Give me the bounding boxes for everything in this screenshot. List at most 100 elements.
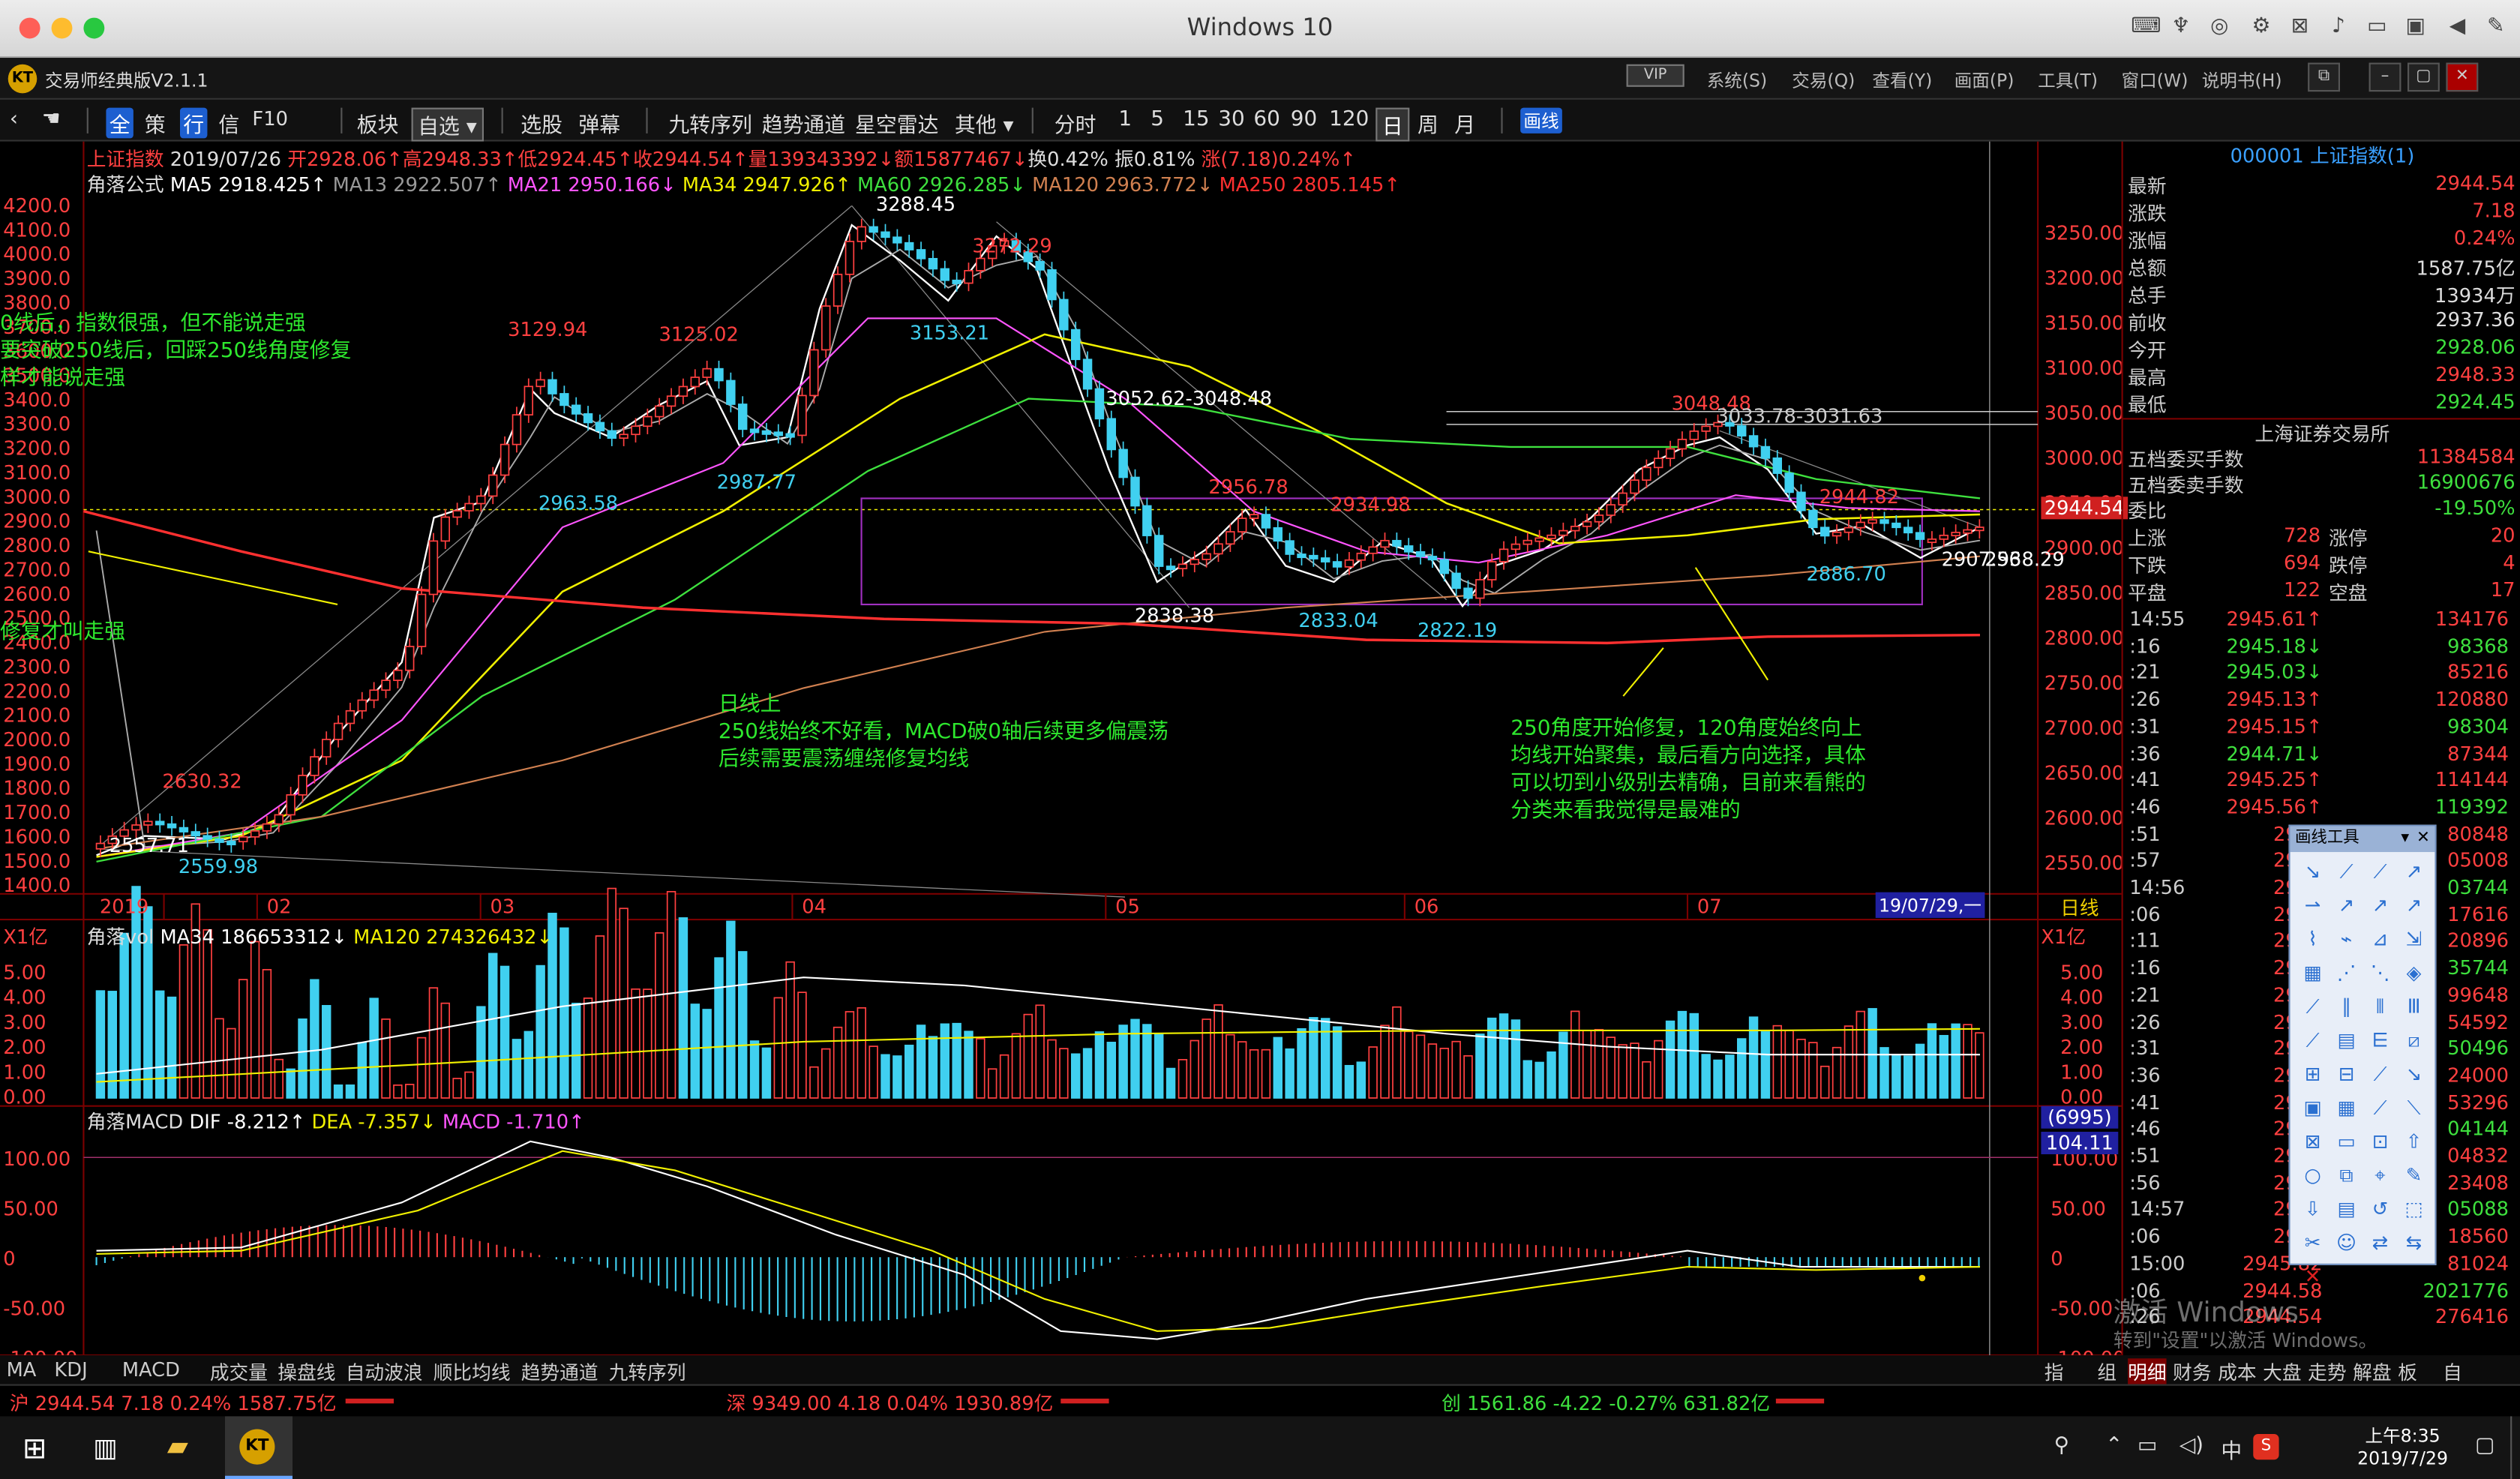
- minimize-traffic-light[interactable]: [51, 17, 73, 39]
- minimize-button[interactable]: –: [2368, 62, 2402, 92]
- period-120min[interactable]: 120: [1329, 107, 1370, 132]
- draw-tool-icon[interactable]: ↘: [2304, 860, 2321, 883]
- draw-tool-icon[interactable]: Ⅲ: [2407, 994, 2421, 1018]
- network-icon[interactable]: ⊠: [2290, 14, 2309, 39]
- draw-tool-icon[interactable]: ⌁: [2340, 927, 2353, 950]
- indicator-tab[interactable]: KDJ: [54, 1358, 88, 1382]
- draw-tool-icon[interactable]: ⇆: [2405, 1231, 2422, 1254]
- indicator-tab[interactable]: 成交量: [209, 1361, 268, 1384]
- tool-stock-pick[interactable]: 选股: [520, 114, 563, 139]
- tool-watchlist[interactable]: 自选 ▾: [411, 107, 484, 142]
- draw-tool-icon[interactable]: ⇀: [2304, 893, 2321, 916]
- draw-tool-icon[interactable]: ⊿: [2372, 927, 2389, 950]
- draw-tool-icon[interactable]: ⇩: [2304, 1197, 2321, 1220]
- draw-tool-icon[interactable]: ⧄: [2408, 1028, 2420, 1052]
- draw-tool-icon[interactable]: ⟋: [2373, 1096, 2387, 1119]
- tool-info[interactable]: 信: [218, 114, 240, 139]
- wrench-icon[interactable]: ✎: [2487, 14, 2505, 39]
- usb-icon[interactable]: ♆: [2171, 14, 2191, 39]
- draw-tool-icon[interactable]: ⌖: [2374, 1163, 2386, 1186]
- tool-strategy[interactable]: 策: [144, 114, 166, 139]
- draw-tool-icon[interactable]: ⇧: [2405, 1130, 2422, 1153]
- settings-icon[interactable]: ⚙: [2252, 14, 2271, 39]
- tray-chevron-icon[interactable]: ⌃: [2105, 1433, 2123, 1459]
- menu-tools[interactable]: 工具(T): [2038, 70, 2098, 92]
- disc-icon[interactable]: ◎: [2210, 14, 2229, 39]
- draw-tool-icon[interactable]: ⇲: [2405, 927, 2422, 950]
- draw-tool-icon[interactable]: ✂: [2304, 1231, 2321, 1254]
- indicator-tab[interactable]: 趋势通道: [520, 1361, 598, 1384]
- detail-tab[interactable]: 解盘: [2353, 1361, 2392, 1384]
- indicator-tab[interactable]: 九转序列: [608, 1361, 686, 1384]
- menu-view[interactable]: 查看(Y): [1872, 70, 1933, 92]
- draw-tool-icon[interactable]: ⧉: [2339, 1163, 2354, 1186]
- volume-icon[interactable]: ◁): [2179, 1433, 2204, 1459]
- period-day[interactable]: 日: [1376, 107, 1410, 142]
- draw-tool-icon[interactable]: ⋱: [2370, 961, 2390, 984]
- file-explorer-icon[interactable]: ▰: [166, 1430, 188, 1463]
- draw-tool-icon[interactable]: ⟋: [2306, 994, 2320, 1018]
- draw-tool-icon[interactable]: ⟋: [2373, 860, 2387, 883]
- notification-icon[interactable]: ▢: [2475, 1433, 2495, 1459]
- draw-tool-icon[interactable]: ↗: [2372, 893, 2389, 916]
- screen-icon[interactable]: ▣: [2405, 14, 2426, 39]
- back-icon[interactable]: ‹: [9, 107, 19, 132]
- maximize-button[interactable]: ▢: [2408, 62, 2440, 92]
- draw-tool-icon[interactable]: ✎: [2405, 1163, 2422, 1186]
- draw-tool-icon[interactable]: ↗: [2338, 893, 2355, 916]
- draw-tool-icon[interactable]: ⊠: [2304, 1130, 2321, 1153]
- tool-danmaku[interactable]: 弹幕: [578, 114, 621, 139]
- chart-area[interactable]: 4200.0 4100.0 4000.0 3900.0 3800.0 3700.0 3600…: [0, 141, 2128, 1383]
- tool-f10[interactable]: F10: [252, 107, 288, 130]
- detail-tab[interactable]: 成本: [2218, 1361, 2257, 1384]
- indicator-tab[interactable]: MACD: [122, 1358, 180, 1382]
- people-icon[interactable]: ⚲: [2054, 1433, 2069, 1459]
- folder-icon[interactable]: ▭: [2367, 14, 2387, 39]
- menu-system[interactable]: 系统(S): [1706, 70, 1768, 92]
- tool-star-radar[interactable]: 星空雷达: [855, 114, 939, 139]
- draw-tool-icon[interactable]: ↺: [2372, 1197, 2389, 1220]
- restore-small-icon[interactable]: ⧉: [2308, 62, 2340, 92]
- vip-badge[interactable]: VIP: [1626, 64, 1684, 87]
- draw-tool-icon[interactable]: ⟋: [2306, 1028, 2320, 1052]
- draw-tool-icon[interactable]: ⦀: [2375, 994, 2385, 1018]
- period-30min[interactable]: 30: [1218, 107, 1245, 132]
- task-view-icon[interactable]: ▥: [93, 1432, 118, 1463]
- close-button[interactable]: ✕: [2446, 62, 2479, 92]
- detail-tab[interactable]: 明细: [2128, 1358, 2167, 1386]
- draw-tool-icon[interactable]: ⋰: [2336, 961, 2356, 984]
- draw-tool-icon[interactable]: ↘: [2405, 1062, 2422, 1085]
- keyboard-icon[interactable]: ⌨: [2131, 14, 2162, 39]
- draw-tool-icon[interactable]: ⊞: [2304, 1062, 2321, 1085]
- menu-manual[interactable]: 说明书(H): [2201, 70, 2282, 92]
- draw-tool-icon[interactable]: ⊡: [2372, 1130, 2389, 1153]
- draw-tool-icon[interactable]: ⇄: [2372, 1231, 2389, 1254]
- draw-tool-icon[interactable]: ⟋: [2339, 860, 2354, 883]
- period-90min[interactable]: 90: [1290, 107, 1318, 132]
- tool-other[interactable]: 其他 ▾: [954, 114, 1014, 139]
- close-traffic-light[interactable]: [19, 17, 40, 39]
- taskbar-app-button[interactable]: KT: [225, 1416, 292, 1479]
- tool-nine-turn[interactable]: 九转序列: [668, 114, 752, 139]
- detail-tab[interactable]: 财务: [2173, 1361, 2212, 1384]
- period-intraday[interactable]: 分时: [1054, 114, 1096, 139]
- draw-tool-icon[interactable]: ⟍: [2407, 1096, 2421, 1119]
- draw-tool-icon[interactable]: ⌇: [2308, 927, 2318, 950]
- detail-tab[interactable]: 走势: [2308, 1361, 2347, 1384]
- indicator-tab[interactable]: 操盘线: [278, 1361, 336, 1384]
- hand-icon[interactable]: ☚: [41, 107, 61, 132]
- detail-tab[interactable]: 板: [2398, 1361, 2417, 1384]
- arrow-left-icon[interactable]: ◀: [2449, 14, 2466, 39]
- draw-tool-icon[interactable]: ◈: [2406, 961, 2422, 984]
- show-desktop-button[interactable]: [2510, 1416, 2520, 1479]
- indicator-tab[interactable]: MA: [6, 1358, 37, 1382]
- detail-tab[interactable]: 自: [2443, 1361, 2462, 1384]
- draw-tool-icon[interactable]: ⬚: [2404, 1197, 2423, 1220]
- menu-window[interactable]: 窗口(W): [2121, 70, 2188, 92]
- indicator-tab[interactable]: 顺比均线: [433, 1361, 511, 1384]
- draw-line-button[interactable]: 画线: [1520, 107, 1562, 134]
- network-tray-icon[interactable]: ▭: [2138, 1433, 2158, 1459]
- fullscreen-icon[interactable]: 全: [106, 107, 134, 139]
- draw-tool-close-icon[interactable]: ✕: [2416, 830, 2430, 848]
- indicator-tab[interactable]: 自动波浪: [345, 1361, 423, 1384]
